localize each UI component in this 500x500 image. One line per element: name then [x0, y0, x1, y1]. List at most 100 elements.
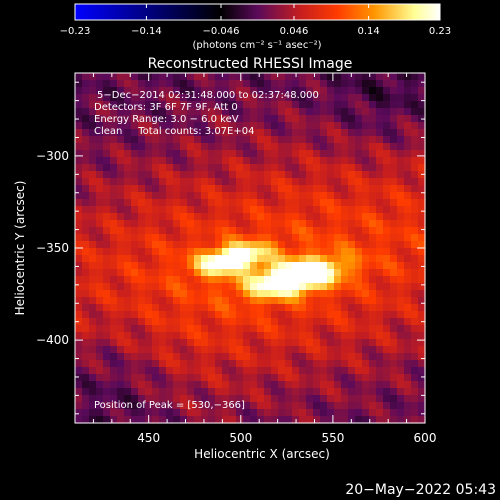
heatmap-cell: [131, 409, 139, 417]
heatmap-cell: [299, 360, 307, 368]
heatmap-cell: [82, 290, 90, 298]
heatmap-cell: [348, 143, 356, 151]
heatmap-cell: [257, 276, 265, 284]
heatmap-cell: [285, 157, 293, 165]
heatmap-cell: [313, 164, 321, 172]
heatmap-cell: [138, 269, 146, 277]
heatmap-cell: [348, 297, 356, 305]
heatmap-cell: [236, 248, 244, 256]
heatmap-cell: [362, 388, 370, 396]
heatmap-cell: [208, 395, 216, 403]
heatmap-cell: [96, 185, 104, 193]
heatmap-cell: [89, 325, 97, 333]
heatmap-cell: [159, 164, 167, 172]
heatmap-cell: [131, 360, 139, 368]
heatmap-cell: [299, 290, 307, 298]
heatmap-cell: [418, 304, 426, 312]
heatmap-cell: [285, 115, 293, 123]
heatmap-cell: [306, 367, 314, 375]
heatmap-cell: [390, 164, 398, 172]
heatmap-cell: [334, 346, 342, 354]
heatmap-cell: [152, 234, 160, 242]
heatmap-cell: [278, 262, 286, 270]
heatmap-cell: [313, 136, 321, 144]
heatmap-cell: [334, 395, 342, 403]
heatmap-cell: [222, 115, 230, 123]
heatmap-cell: [96, 241, 104, 249]
heatmap-cell: [257, 339, 265, 347]
heatmap-cell: [159, 248, 167, 256]
heatmap-cell: [124, 395, 132, 403]
heatmap-cell: [201, 73, 209, 81]
heatmap-cell: [117, 255, 125, 263]
heatmap-cell: [313, 311, 321, 319]
heatmap-cell: [341, 129, 349, 137]
heatmap-cell: [313, 346, 321, 354]
heatmap-cell: [131, 276, 139, 284]
heatmap-cell: [152, 381, 160, 389]
heatmap-cell: [180, 213, 188, 221]
heatmap-cell: [117, 402, 125, 410]
heatmap-cell: [404, 367, 412, 375]
heatmap-cell: [257, 220, 265, 228]
heatmap-cell: [236, 206, 244, 214]
heatmap-cell: [222, 87, 230, 95]
heatmap-cell: [152, 213, 160, 221]
heatmap-cell: [96, 227, 104, 235]
heatmap-cell: [257, 283, 265, 291]
heatmap-cell: [341, 73, 349, 81]
heatmap-cell: [348, 402, 356, 410]
heatmap-cell: [376, 227, 384, 235]
heatmap-cell: [138, 318, 146, 326]
heatmap-cell: [229, 255, 237, 263]
heatmap-cell: [75, 381, 83, 389]
heatmap-cell: [327, 332, 335, 340]
heatmap-cell: [327, 136, 335, 144]
heatmap-cell: [243, 353, 251, 361]
heatmap-cell: [411, 311, 419, 319]
heatmap-cell: [180, 206, 188, 214]
heatmap-cell: [131, 241, 139, 249]
heatmap-cell: [131, 255, 139, 263]
heatmap-cell: [75, 227, 83, 235]
heatmap-cell: [208, 185, 216, 193]
heatmap-cell: [334, 367, 342, 375]
heatmap-cell: [180, 220, 188, 228]
heatmap-cell: [208, 297, 216, 305]
heatmap-cell: [96, 143, 104, 151]
heatmap-cell: [236, 220, 244, 228]
heatmap-cell: [334, 143, 342, 151]
heatmap-cell: [180, 367, 188, 375]
heatmap-cell: [96, 304, 104, 312]
heatmap-cell: [250, 199, 258, 207]
heatmap-cell: [173, 332, 181, 340]
heatmap-cell: [103, 199, 111, 207]
heatmap-cell: [110, 367, 118, 375]
heatmap-cell: [110, 388, 118, 396]
heatmap-cell: [397, 381, 405, 389]
heatmap-cell: [383, 248, 391, 256]
heatmap-cell: [341, 318, 349, 326]
heatmap-cell: [194, 325, 202, 333]
heatmap-cell: [341, 290, 349, 298]
heatmap-cell: [138, 311, 146, 319]
heatmap-cell: [110, 346, 118, 354]
heatmap-cell: [145, 185, 153, 193]
heatmap-cell: [152, 178, 160, 186]
heatmap-cell: [383, 143, 391, 151]
heatmap-cell: [271, 311, 279, 319]
heatmap-cell: [355, 157, 363, 165]
heatmap-cell: [348, 157, 356, 165]
heatmap-cell: [173, 94, 181, 102]
heatmap-cell: [369, 332, 377, 340]
heatmap-cell: [383, 311, 391, 319]
heatmap-cell: [89, 122, 97, 130]
heatmap-cell: [299, 150, 307, 158]
heatmap-cell: [271, 304, 279, 312]
heatmap-cell: [110, 304, 118, 312]
heatmap-cell: [411, 402, 419, 410]
heatmap-cell: [327, 108, 335, 116]
heatmap-cell: [383, 87, 391, 95]
heatmap-cell: [159, 304, 167, 312]
heatmap-cell: [96, 157, 104, 165]
